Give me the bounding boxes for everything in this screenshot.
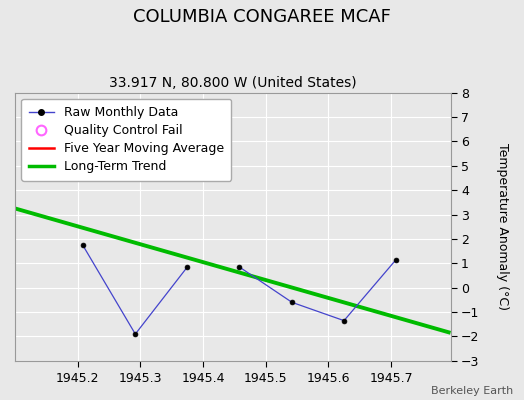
- Legend: Raw Monthly Data, Quality Control Fail, Five Year Moving Average, Long-Term Tren: Raw Monthly Data, Quality Control Fail, …: [21, 99, 232, 181]
- Y-axis label: Temperature Anomaly (°C): Temperature Anomaly (°C): [496, 143, 509, 310]
- Text: COLUMBIA CONGAREE MCAF: COLUMBIA CONGAREE MCAF: [133, 8, 391, 26]
- Title: 33.917 N, 80.800 W (United States): 33.917 N, 80.800 W (United States): [109, 76, 357, 90]
- Text: Berkeley Earth: Berkeley Earth: [431, 386, 514, 396]
